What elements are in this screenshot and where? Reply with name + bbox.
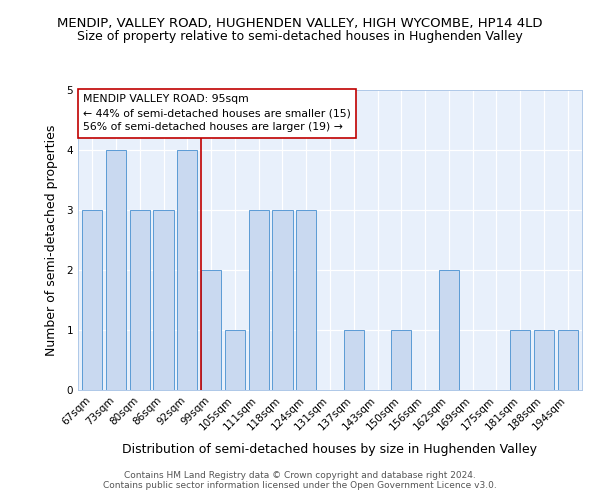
Bar bbox=[557, 330, 578, 390]
Text: MENDIP, VALLEY ROAD, HUGHENDEN VALLEY, HIGH WYCOMBE, HP14 4LD: MENDIP, VALLEY ROAD, HUGHENDEN VALLEY, H… bbox=[57, 18, 543, 30]
Text: Size of property relative to semi-detached houses in Hughenden Valley: Size of property relative to semi-detach… bbox=[77, 30, 523, 43]
Bar bbox=[225, 330, 245, 390]
Y-axis label: Number of semi-detached properties: Number of semi-detached properties bbox=[45, 124, 58, 356]
Bar bbox=[439, 270, 459, 390]
Bar bbox=[510, 330, 530, 390]
Bar bbox=[82, 210, 103, 390]
Bar bbox=[272, 210, 293, 390]
X-axis label: Distribution of semi-detached houses by size in Hughenden Valley: Distribution of semi-detached houses by … bbox=[122, 443, 538, 456]
Bar bbox=[248, 210, 269, 390]
Bar bbox=[344, 330, 364, 390]
Bar bbox=[130, 210, 150, 390]
Bar bbox=[296, 210, 316, 390]
Bar bbox=[201, 270, 221, 390]
Text: Contains HM Land Registry data © Crown copyright and database right 2024.: Contains HM Land Registry data © Crown c… bbox=[124, 471, 476, 480]
Bar bbox=[106, 150, 126, 390]
Bar bbox=[177, 150, 197, 390]
Bar bbox=[391, 330, 412, 390]
Text: Contains public sector information licensed under the Open Government Licence v3: Contains public sector information licen… bbox=[103, 481, 497, 490]
Bar bbox=[534, 330, 554, 390]
Bar bbox=[154, 210, 173, 390]
Text: MENDIP VALLEY ROAD: 95sqm
← 44% of semi-detached houses are smaller (15)
56% of : MENDIP VALLEY ROAD: 95sqm ← 44% of semi-… bbox=[83, 94, 351, 132]
